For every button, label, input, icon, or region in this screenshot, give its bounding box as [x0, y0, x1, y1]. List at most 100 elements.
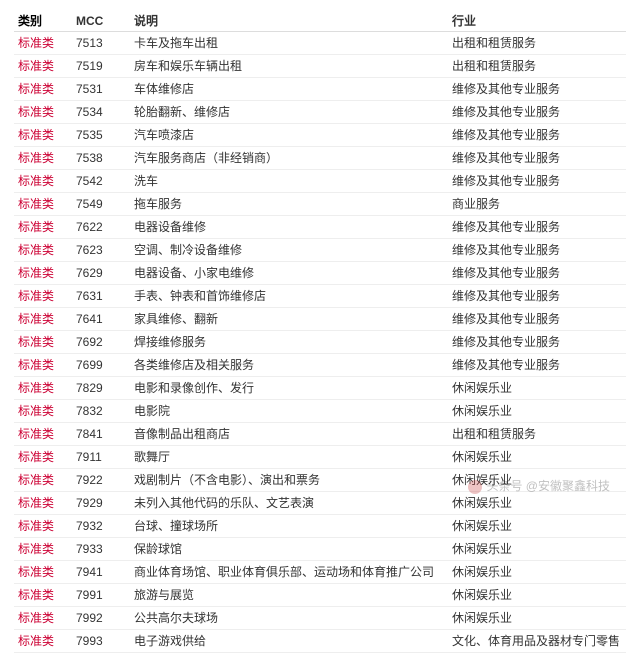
- cell-category: 标准类: [14, 308, 72, 331]
- cell-mcc: 7631: [72, 285, 130, 308]
- cell-mcc: 7829: [72, 377, 130, 400]
- cell-industry: 维修及其他专业服务: [448, 101, 626, 124]
- cell-category: 标准类: [14, 400, 72, 423]
- cell-category: 标准类: [14, 55, 72, 78]
- cell-industry: 维修及其他专业服务: [448, 285, 626, 308]
- cell-category: 标准类: [14, 377, 72, 400]
- cell-mcc: 7692: [72, 331, 130, 354]
- cell-desc: 汽车服务商店（非经销商）: [130, 147, 448, 170]
- cell-desc: 各类维修店及相关服务: [130, 354, 448, 377]
- cell-category: 标准类: [14, 170, 72, 193]
- cell-industry: 维修及其他专业服务: [448, 78, 626, 101]
- cell-desc: 电器设备维修: [130, 216, 448, 239]
- table-row: 标准类7531车体维修店维修及其他专业服务: [14, 78, 626, 101]
- table-row: 标准类7829电影和录像创作、发行休闲娱乐业: [14, 377, 626, 400]
- mcc-table: 类别 MCC 说明 行业 标准类7513卡车及拖车出租出租和租赁服务标准类751…: [14, 10, 626, 653]
- cell-desc: 卡车及拖车出租: [130, 32, 448, 55]
- table-row: 标准类7542洗车维修及其他专业服务: [14, 170, 626, 193]
- cell-desc: 焊接维修服务: [130, 331, 448, 354]
- col-header-industry: 行业: [448, 10, 626, 32]
- cell-mcc: 7535: [72, 124, 130, 147]
- cell-industry: 维修及其他专业服务: [448, 262, 626, 285]
- cell-industry: 维修及其他专业服务: [448, 216, 626, 239]
- cell-industry: 休闲娱乐业: [448, 446, 626, 469]
- table-row: 标准类7692焊接维修服务维修及其他专业服务: [14, 331, 626, 354]
- cell-desc: 车体维修店: [130, 78, 448, 101]
- cell-industry: 出租和租赁服务: [448, 423, 626, 446]
- cell-category: 标准类: [14, 78, 72, 101]
- table-row: 标准类7629电器设备、小家电维修维修及其他专业服务: [14, 262, 626, 285]
- cell-mcc: 7519: [72, 55, 130, 78]
- cell-mcc: 7932: [72, 515, 130, 538]
- cell-desc: 轮胎翻新、维修店: [130, 101, 448, 124]
- cell-mcc: 7629: [72, 262, 130, 285]
- cell-industry: 维修及其他专业服务: [448, 147, 626, 170]
- table-row: 标准类7841音像制品出租商店出租和租赁服务: [14, 423, 626, 446]
- cell-category: 标准类: [14, 262, 72, 285]
- cell-desc: 电器设备、小家电维修: [130, 262, 448, 285]
- table-row: 标准类7631手表、钟表和首饰维修店维修及其他专业服务: [14, 285, 626, 308]
- table-row: 标准类7519房车和娱乐车辆出租出租和租赁服务: [14, 55, 626, 78]
- cell-industry: 休闲娱乐业: [448, 538, 626, 561]
- cell-category: 标准类: [14, 285, 72, 308]
- cell-category: 标准类: [14, 584, 72, 607]
- table-row: 标准类7993电子游戏供给文化、体育用品及器材专门零售: [14, 630, 626, 653]
- cell-mcc: 7922: [72, 469, 130, 492]
- table-row: 标准类7534轮胎翻新、维修店维修及其他专业服务: [14, 101, 626, 124]
- table-row: 标准类7922戏剧制片（不含电影）、演出和票务休闲娱乐业: [14, 469, 626, 492]
- cell-industry: 出租和租赁服务: [448, 32, 626, 55]
- table-row: 标准类7932台球、撞球场所休闲娱乐业: [14, 515, 626, 538]
- cell-industry: 休闲娱乐业: [448, 584, 626, 607]
- cell-category: 标准类: [14, 607, 72, 630]
- table-row: 标准类7549拖车服务商业服务: [14, 193, 626, 216]
- cell-desc: 公共高尔夫球场: [130, 607, 448, 630]
- cell-mcc: 7841: [72, 423, 130, 446]
- cell-desc: 洗车: [130, 170, 448, 193]
- cell-mcc: 7622: [72, 216, 130, 239]
- cell-industry: 文化、体育用品及器材专门零售: [448, 630, 626, 653]
- cell-category: 标准类: [14, 561, 72, 584]
- table-row: 标准类7933保龄球馆休闲娱乐业: [14, 538, 626, 561]
- col-header-desc: 说明: [130, 10, 448, 32]
- cell-industry: 出租和租赁服务: [448, 55, 626, 78]
- cell-industry: 维修及其他专业服务: [448, 239, 626, 262]
- cell-desc: 电影和录像创作、发行: [130, 377, 448, 400]
- cell-industry: 维修及其他专业服务: [448, 354, 626, 377]
- cell-desc: 商业体育场馆、职业体育俱乐部、运动场和体育推广公司: [130, 561, 448, 584]
- table-row: 标准类7941商业体育场馆、职业体育俱乐部、运动场和体育推广公司休闲娱乐业: [14, 561, 626, 584]
- cell-desc: 歌舞厅: [130, 446, 448, 469]
- cell-industry: 休闲娱乐业: [448, 400, 626, 423]
- cell-mcc: 7832: [72, 400, 130, 423]
- cell-mcc: 7542: [72, 170, 130, 193]
- cell-industry: 休闲娱乐业: [448, 492, 626, 515]
- table-row: 标准类7623空调、制冷设备维修维修及其他专业服务: [14, 239, 626, 262]
- cell-desc: 汽车喷漆店: [130, 124, 448, 147]
- cell-mcc: 7929: [72, 492, 130, 515]
- cell-category: 标准类: [14, 515, 72, 538]
- cell-category: 标准类: [14, 446, 72, 469]
- cell-desc: 保龄球馆: [130, 538, 448, 561]
- cell-mcc: 7538: [72, 147, 130, 170]
- table-row: 标准类7832电影院休闲娱乐业: [14, 400, 626, 423]
- table-row: 标准类7911歌舞厅休闲娱乐业: [14, 446, 626, 469]
- cell-mcc: 7941: [72, 561, 130, 584]
- table-row: 标准类7622电器设备维修维修及其他专业服务: [14, 216, 626, 239]
- cell-mcc: 7534: [72, 101, 130, 124]
- cell-category: 标准类: [14, 32, 72, 55]
- cell-desc: 音像制品出租商店: [130, 423, 448, 446]
- cell-category: 标准类: [14, 354, 72, 377]
- cell-mcc: 7623: [72, 239, 130, 262]
- cell-category: 标准类: [14, 193, 72, 216]
- cell-desc: 拖车服务: [130, 193, 448, 216]
- cell-category: 标准类: [14, 331, 72, 354]
- cell-mcc: 7549: [72, 193, 130, 216]
- cell-category: 标准类: [14, 124, 72, 147]
- cell-category: 标准类: [14, 538, 72, 561]
- cell-industry: 休闲娱乐业: [448, 607, 626, 630]
- cell-mcc: 7991: [72, 584, 130, 607]
- cell-industry: 商业服务: [448, 193, 626, 216]
- header-row: 类别 MCC 说明 行业: [14, 10, 626, 32]
- cell-category: 标准类: [14, 630, 72, 653]
- cell-mcc: 7993: [72, 630, 130, 653]
- col-header-category: 类别: [14, 10, 72, 32]
